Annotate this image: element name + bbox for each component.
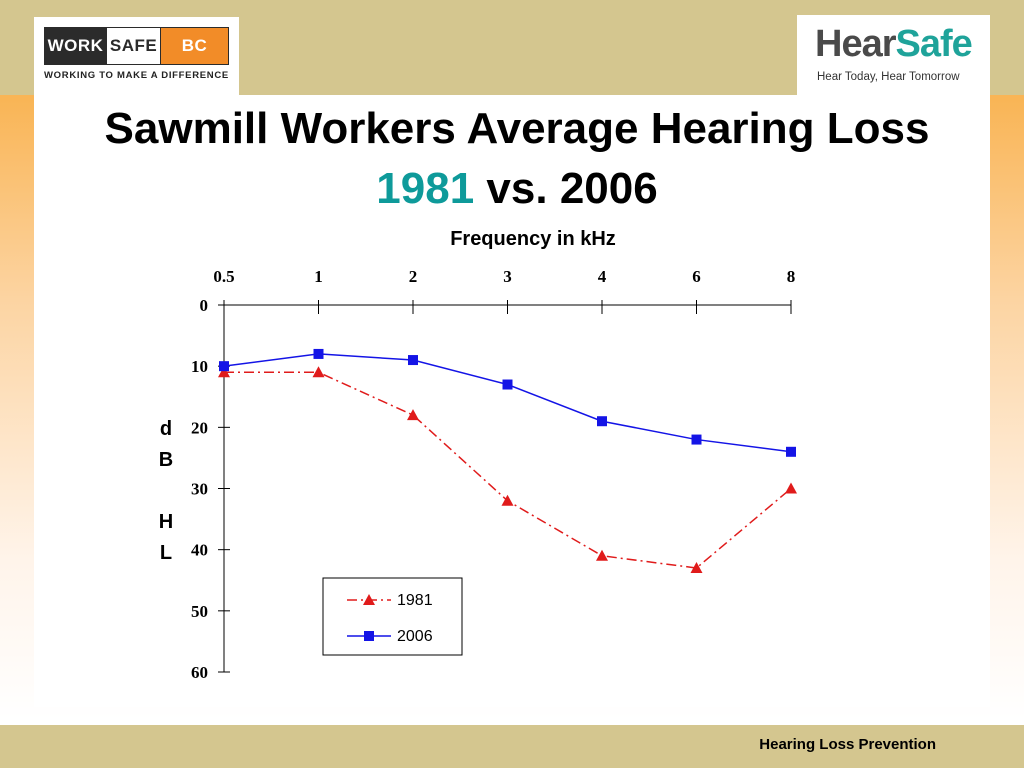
series-2006-point (219, 361, 229, 372)
series-2006-point (597, 416, 607, 427)
worksafebc-tagline: WORKING TO MAKE A DIFFERENCE (44, 70, 229, 81)
worksafebc-logo: WORK SAFE BC WORKING TO MAKE A DIFFERENC… (34, 17, 239, 95)
series-1981-point (218, 366, 230, 378)
series-2006-point (691, 434, 702, 445)
legend-label: 1981 (397, 592, 433, 609)
series-2006-point (502, 379, 513, 390)
footer-band (0, 725, 1024, 768)
y-tick-label: 60 (191, 663, 208, 682)
hearsafe-wordmark: HearSafe (815, 23, 973, 66)
x-tick-label: 8 (787, 267, 796, 286)
series-2006-point (313, 348, 324, 359)
y-tick-label: 10 (191, 357, 208, 376)
series-1981-point (785, 482, 797, 494)
slide-title: Sawmill Workers Average Hearing Loss (104, 104, 930, 153)
y-tick-label: 20 (191, 418, 208, 437)
x-tick-label: 2 (409, 267, 418, 286)
series-1981-line (224, 371, 792, 569)
legend-swatch-marker (364, 631, 374, 641)
footer-label: Hearing Loss Prevention (759, 736, 936, 753)
x-tick-label: 6 (692, 267, 701, 286)
hearsafe-tagline: Hear Today, Hear Tomorrow (817, 71, 960, 83)
worksafebc-work: WORK (44, 27, 107, 65)
y-tick-label: 40 (191, 541, 208, 560)
title-vs-2006: vs. 2006 (486, 164, 658, 213)
chart-plot-area: 0.5 1 2 3 4 6 8 0 10 20 30 40 50 60 dB HL 1981 2006 (159, 267, 797, 682)
x-tick-label: 4 (598, 267, 607, 286)
y-axis-label-letter: L (160, 542, 172, 564)
hearsafe-logo: HearSafe Hear Today, Hear Tomorrow (797, 15, 990, 95)
series-2006-line (223, 353, 792, 453)
slide-subtitle: 1981 vs. 2006 (0, 164, 1024, 214)
series-1981-point (690, 562, 703, 574)
series-1981-point (312, 366, 325, 378)
y-tick-label: 0 (200, 296, 209, 315)
y-tick-label: 30 (191, 480, 208, 499)
legend-box (322, 577, 463, 656)
series-1981-point (596, 549, 608, 561)
x-tick-label: 0.5 (213, 267, 234, 286)
worksafebc-badge: WORK SAFE BC (44, 27, 229, 65)
x-tick-label: 1 (314, 267, 323, 286)
slide-panel (34, 95, 990, 707)
y-axis-label-letter: H (159, 511, 173, 533)
worksafebc-bc: BC (160, 27, 229, 65)
series-2006-point (408, 355, 418, 366)
x-axis-label: Frequency in kHz (450, 228, 616, 250)
hearsafe-hear: Hear (815, 23, 896, 65)
worksafebc-safe: SAFE (106, 27, 161, 65)
hearsafe-safe: Safe (895, 23, 973, 65)
y-tick-label: 50 (191, 602, 208, 621)
legend-label: 2006 (397, 628, 433, 645)
series-1981-point (501, 494, 514, 506)
series-1981-point (407, 409, 419, 421)
y-axis-label-letter: B (159, 449, 173, 471)
x-tick-label: 3 (503, 267, 512, 286)
legend-swatch-marker (363, 594, 375, 605)
title-year-1981: 1981 (376, 164, 475, 213)
y-axis-label-letter: d (160, 418, 172, 440)
series-2006-point (786, 446, 796, 457)
